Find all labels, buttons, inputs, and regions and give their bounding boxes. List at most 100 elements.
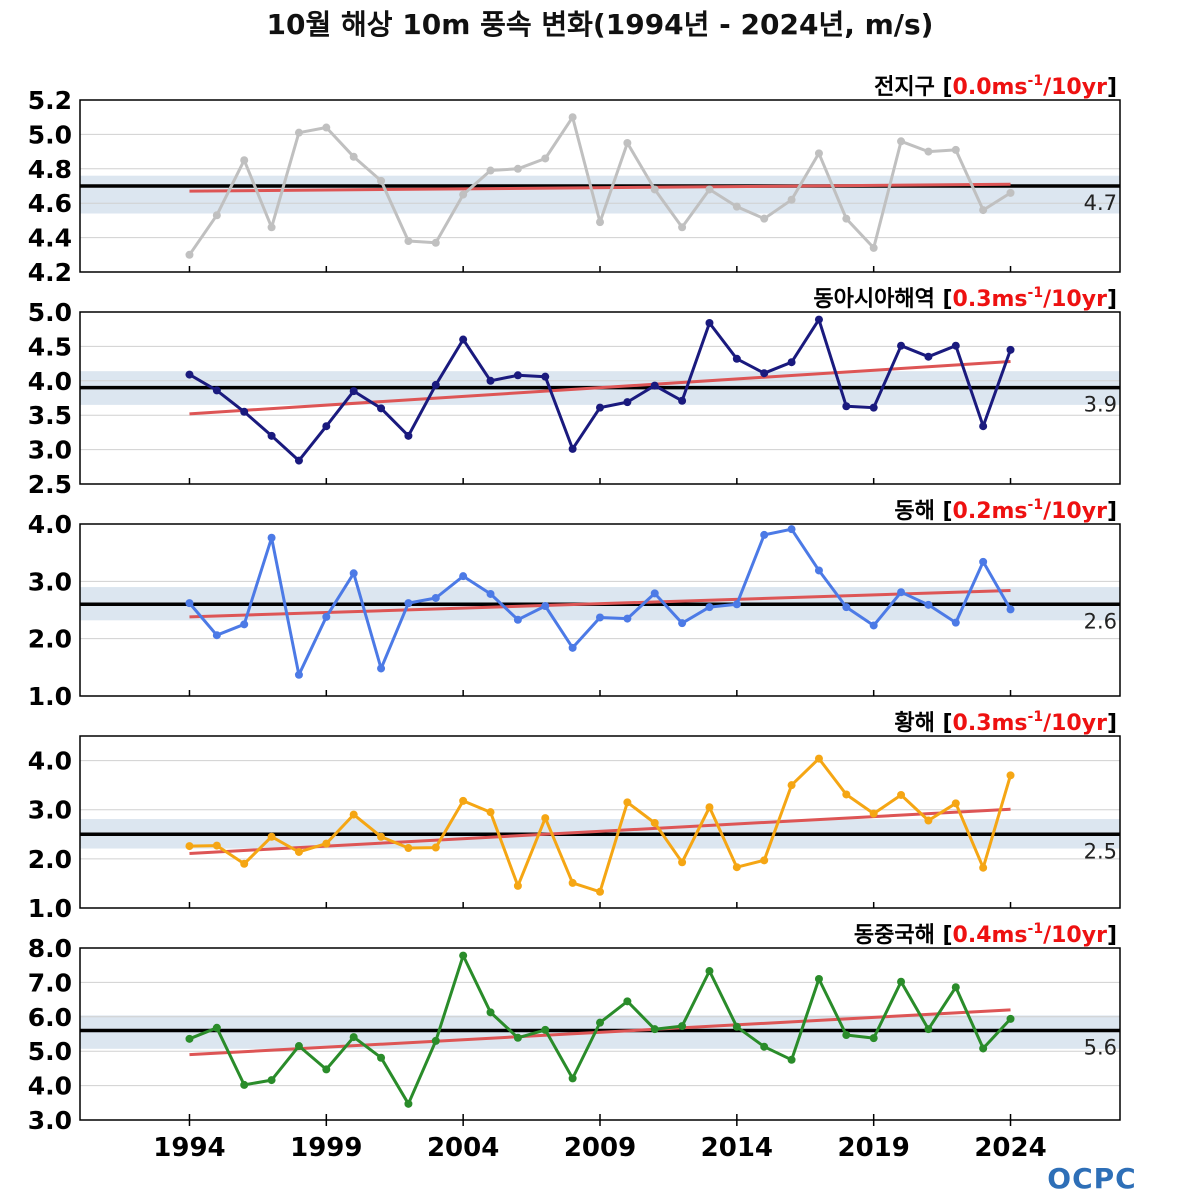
data-point: [897, 977, 906, 986]
data-point: [842, 603, 851, 612]
data-point: [897, 588, 906, 597]
trend-unit: /10yr: [1043, 499, 1107, 524]
data-point: [787, 781, 796, 790]
panel-2: 1.0 2.0 3.0 4.0 2.6 동해 [0.2ms-1/10yr]: [28, 497, 1121, 711]
trend-exponent: -1: [1028, 709, 1044, 725]
data-point: [951, 341, 960, 350]
data-point: [732, 1022, 741, 1031]
data-point: [240, 156, 249, 165]
trend-line: [189, 589, 1011, 619]
data-point: [787, 195, 796, 204]
region-trend-label: 황해 [0.3ms-1/10yr]: [894, 709, 1117, 736]
data-point: [979, 863, 988, 872]
data-point: [924, 1025, 933, 1034]
data-point: [842, 402, 851, 411]
data-point: [596, 613, 604, 622]
data-point: [705, 803, 714, 812]
mean-value-label: 4.7: [1084, 191, 1117, 215]
y-tick-label: 1.0: [28, 894, 72, 923]
data-point: [541, 372, 550, 381]
data-point: [678, 1022, 687, 1031]
data-point: [322, 422, 331, 431]
data-point: [322, 612, 331, 621]
data-point: [431, 843, 440, 852]
y-tick-label: 3.0: [28, 1106, 72, 1135]
data-point: [568, 878, 577, 887]
data-point: [459, 572, 468, 581]
data-point: [568, 444, 577, 453]
mean-value-label: 2.6: [1084, 609, 1117, 633]
y-tick-label: 4.0: [28, 1072, 72, 1101]
y-tick-label: 5.2: [28, 86, 72, 115]
data-point: [568, 1074, 577, 1083]
region-trend-label: 동아시아해역 [0.3ms-1/10yr]: [813, 285, 1117, 312]
data-point: [212, 631, 221, 640]
data-point: [431, 593, 440, 602]
data-point: [1006, 771, 1015, 780]
data-point: [486, 1008, 495, 1017]
data-point: [979, 557, 988, 566]
trend-exponent: -1: [1028, 73, 1044, 89]
x-tick-label: 2019: [837, 1133, 909, 1163]
data-point: [459, 796, 468, 805]
y-tick-label: 3.0: [28, 436, 72, 465]
data-point: [541, 1025, 550, 1034]
data-point: [568, 643, 577, 652]
data-point: [294, 670, 303, 679]
data-point: [814, 315, 823, 324]
y-tick-label: 4.6: [28, 189, 72, 218]
y-tick-label: 4.5: [28, 332, 72, 361]
logo-text: OCPC: [1047, 1162, 1136, 1195]
data-point: [623, 139, 632, 147]
data-point: [596, 403, 604, 412]
data-point: [760, 530, 769, 539]
y-tick-label: 6.0: [28, 1003, 72, 1032]
data-point: [513, 615, 522, 624]
data-point: [814, 974, 823, 983]
data-point: [650, 589, 659, 598]
data-point: [486, 376, 495, 385]
data-point: [678, 223, 687, 232]
data-point: [513, 881, 522, 890]
x-tick-label: 1999: [290, 1133, 362, 1163]
data-point: [294, 456, 303, 465]
data-point: [212, 841, 221, 850]
data-point: [787, 1055, 796, 1064]
data-point: [705, 185, 714, 194]
trend-value: 0.0ms: [953, 75, 1028, 100]
data-point: [267, 223, 276, 232]
data-point: [377, 664, 386, 673]
data-point: [377, 1053, 386, 1062]
region-name: 동아시아해역 [: [813, 287, 952, 312]
data-point: [596, 218, 604, 227]
panel-1: 2.5 3.0 3.5 4.0 4.5 5.0 3.9 동아시아해역 [0.3ms-1/10y…: [28, 285, 1121, 499]
y-tick-label: 4.0: [28, 510, 72, 539]
panel-frame: [79, 735, 1121, 909]
y-tick-label: 4.0: [28, 367, 72, 396]
data-point: [459, 335, 468, 344]
data-point: [760, 856, 769, 865]
data-point: [431, 380, 440, 389]
trend-line: [189, 182, 1011, 193]
y-tick-label: 5.0: [28, 1037, 72, 1066]
data-point: [568, 113, 577, 122]
data-point: [897, 137, 906, 146]
data-point: [650, 185, 659, 194]
data-point: [541, 601, 550, 610]
y-tick-label: 4.4: [28, 224, 72, 253]
data-point: [404, 431, 413, 440]
panel-frame: [79, 311, 1121, 485]
mean-value-label: 3.9: [1084, 393, 1117, 417]
data-point: [869, 1034, 878, 1043]
data-point: [185, 599, 194, 608]
data-point: [513, 371, 522, 380]
data-point: [760, 1042, 769, 1051]
trend-unit: /10yr: [1043, 923, 1107, 948]
data-point: [787, 358, 796, 367]
data-point: [486, 589, 495, 598]
bracket-close: ]: [1107, 75, 1117, 100]
bracket-close: ]: [1107, 287, 1117, 312]
data-point: [404, 237, 413, 246]
trend-line: [189, 1008, 1011, 1057]
data-point: [294, 1042, 303, 1051]
